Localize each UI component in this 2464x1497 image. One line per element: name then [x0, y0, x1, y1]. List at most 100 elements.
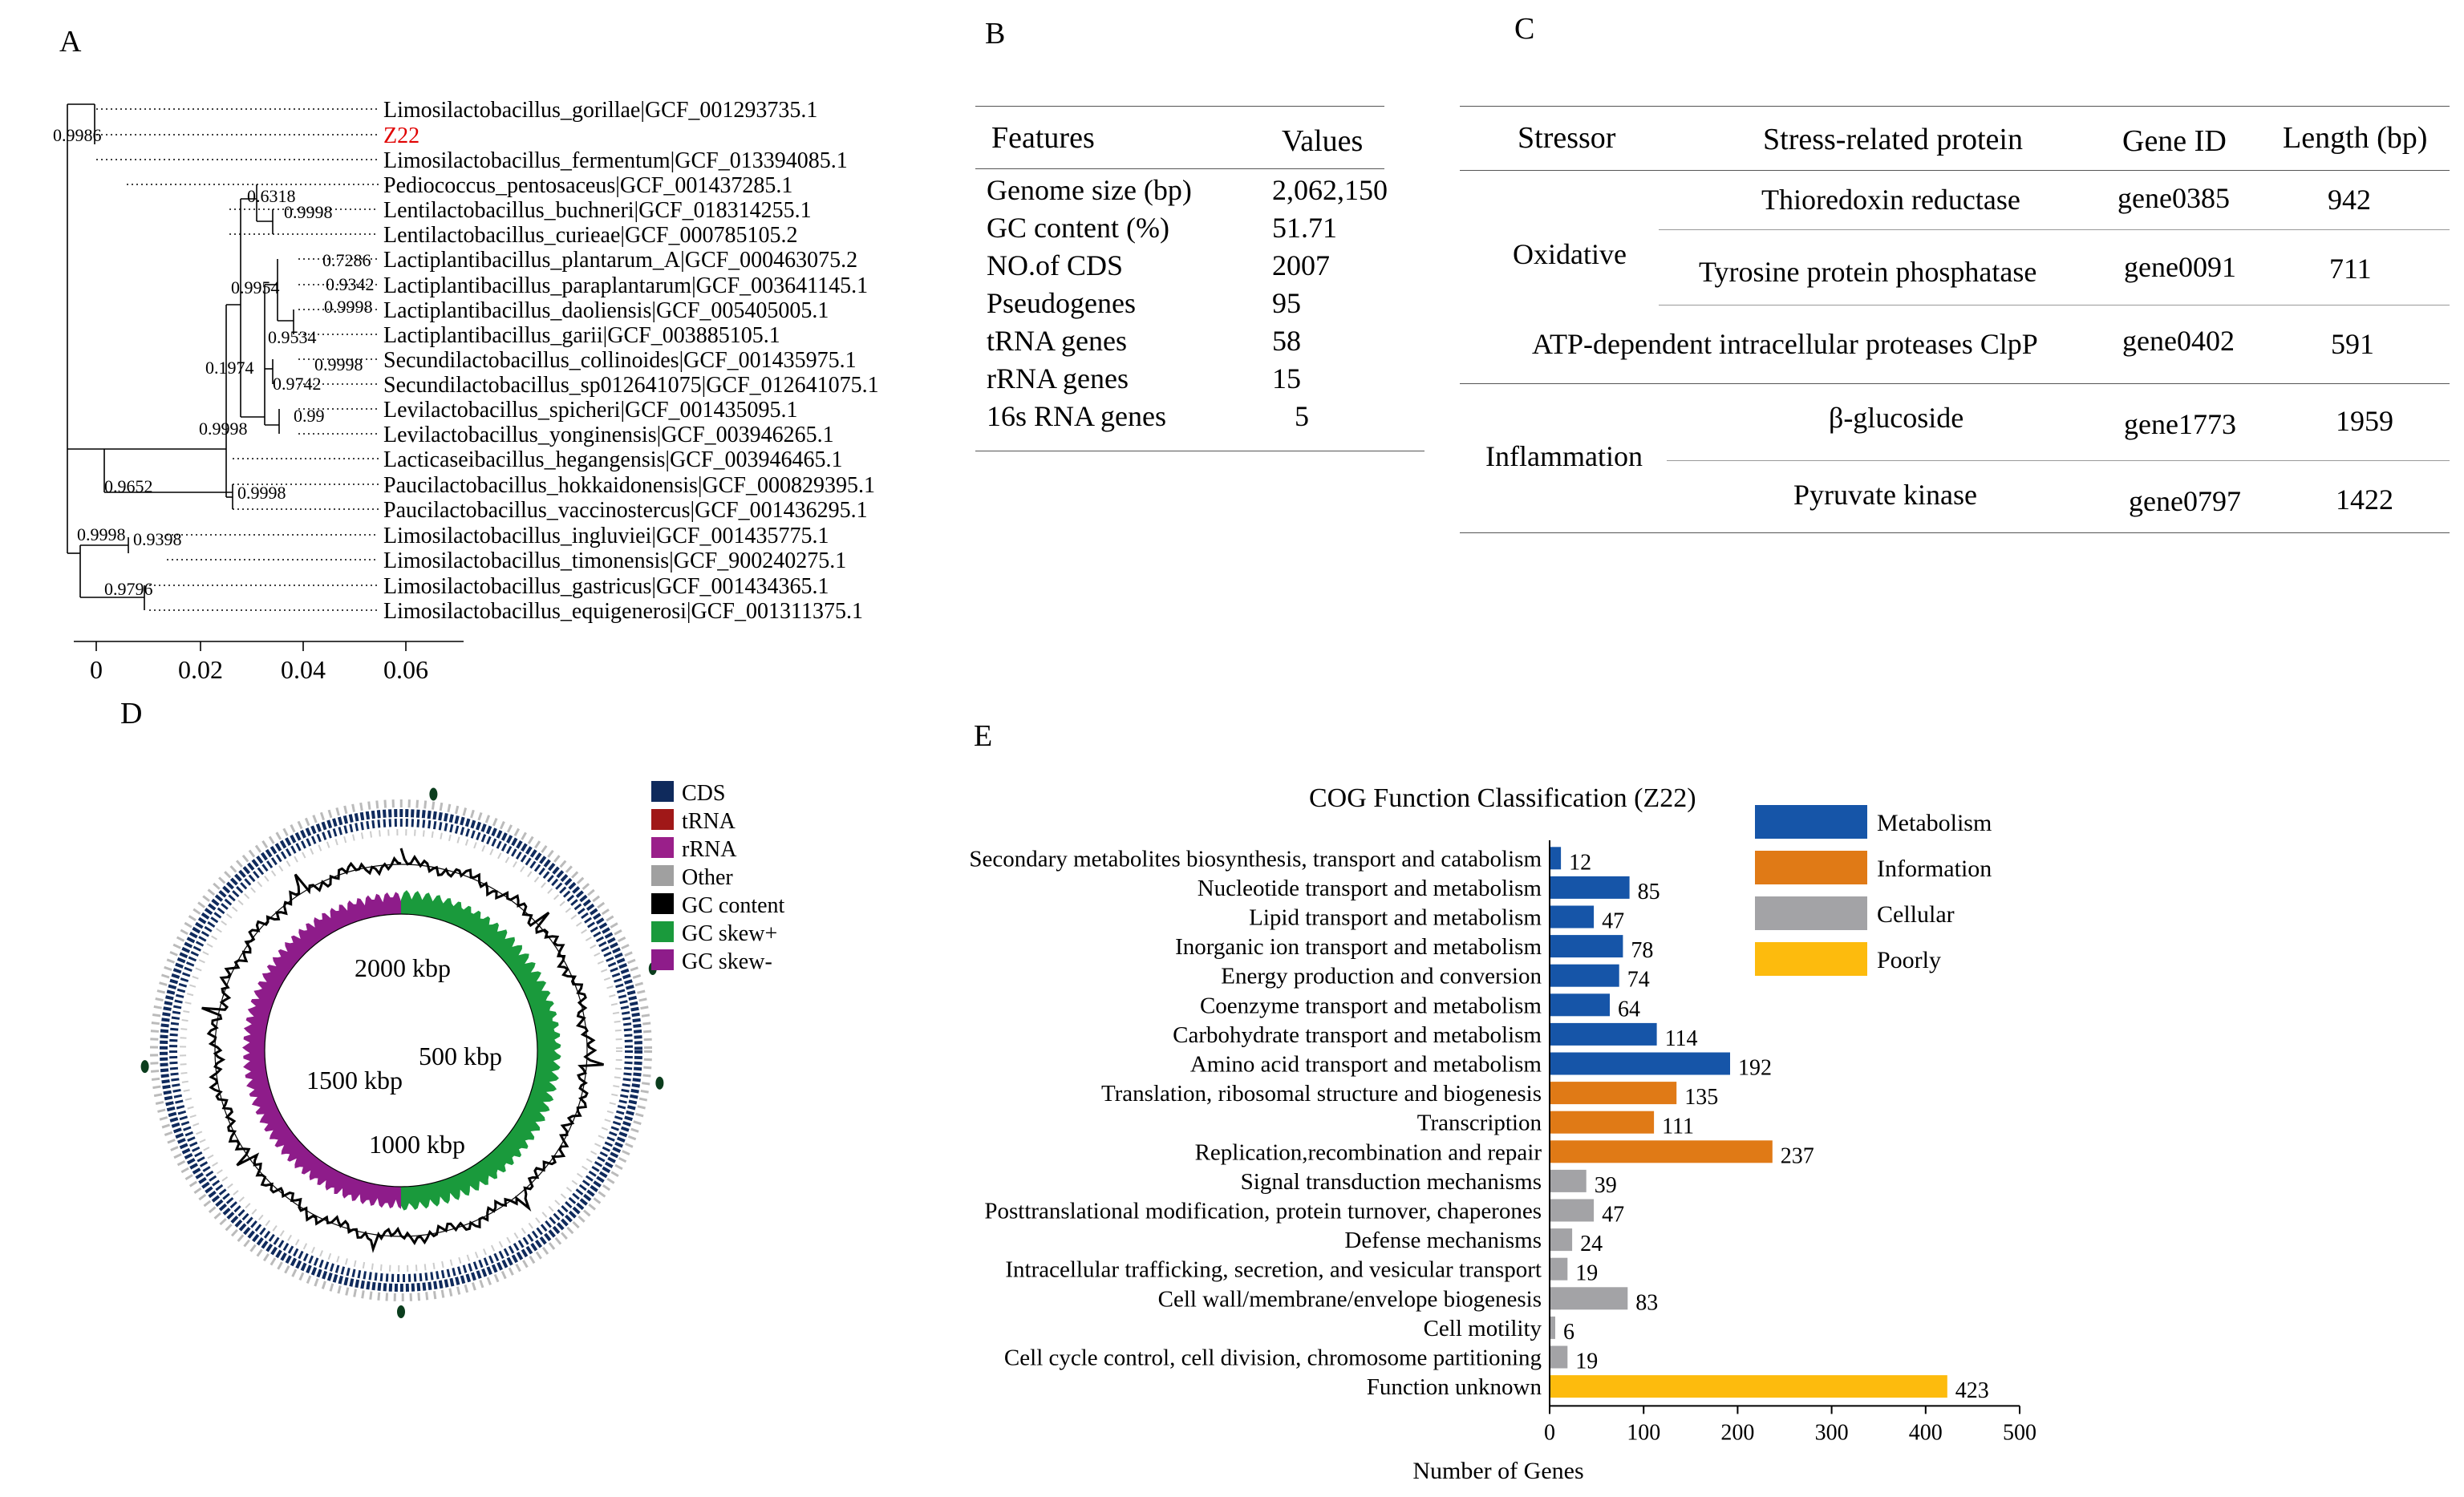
table-c-group-rule — [1460, 383, 2450, 384]
category-label: Intracellular trafficking, secretion, an… — [1005, 1257, 1542, 1283]
category-label: Coenzyme transport and metabolism — [1200, 993, 1542, 1018]
feature-cell: tRNA genes — [987, 325, 1127, 357]
length-cell: 1959 — [2336, 405, 2393, 437]
category-label: Amino acid transport and metabolism — [1190, 1052, 1542, 1078]
legend-label: GC skew+ — [682, 921, 778, 946]
bar — [1550, 964, 1619, 987]
category-label: Posttranslational modification, protein … — [984, 1199, 1542, 1224]
protein-cell: ATP-dependent intracellular proteases Cl… — [1532, 328, 2038, 360]
bar — [1550, 1082, 1677, 1105]
legend-swatch — [651, 949, 674, 970]
cds-ring-reverse — [169, 819, 633, 1282]
tree-support-value: 0.9998 — [77, 524, 126, 544]
bar — [1550, 1228, 1573, 1252]
legend-swatch — [651, 865, 674, 886]
category-label: Defense mechanisms — [1344, 1228, 1542, 1253]
legend-swatch — [651, 893, 674, 914]
panel-label-a: A — [59, 25, 82, 59]
table-c-header-protein: Stress-related protein — [1763, 123, 2023, 156]
bar-value-label: 39 — [1595, 1173, 1617, 1198]
x-tick-label: 500 — [2003, 1420, 2036, 1445]
length-cell: 942 — [2328, 184, 2371, 216]
table-row: 16s RNA genes 5 — [975, 399, 1408, 437]
table-c-header-rule — [1460, 170, 2450, 171]
table-row: tRNA genes 58 — [975, 324, 1408, 362]
category-label: Cell wall/membrane/envelope biogenesis — [1158, 1286, 1542, 1312]
tree-leaf-label: Lacticaseibacillus_hegangensis|GCF_00394… — [383, 447, 843, 472]
tree-leaf-label: Levilactobacillus_spicheri|GCF_001435095… — [383, 398, 798, 423]
tree-leaf-label: Limosilactobacillus_timonensis|GCF_90024… — [383, 548, 846, 573]
category-label: Cell motility — [1424, 1316, 1542, 1341]
tree-leaf-label: Lentilactobacillus_curieae|GCF_000785105… — [383, 223, 797, 248]
tree-support-value: 0.9652 — [104, 476, 153, 496]
x-tick-label: 100 — [1627, 1420, 1660, 1445]
bar-value-label: 135 — [1684, 1085, 1718, 1110]
position-label-1000: 1000 kbp — [369, 1130, 465, 1159]
rrna-marker — [655, 1076, 664, 1090]
bar — [1550, 1345, 1568, 1369]
legend-swatch — [651, 921, 674, 942]
category-label: Inorganic ion transport and metabolism — [1175, 934, 1542, 960]
scale-tick-label: 0.06 — [383, 655, 428, 684]
table-row: GC content (%) 51.71 — [975, 211, 1408, 249]
bar-value-label: 12 — [1569, 850, 1591, 875]
gc-content-track — [201, 848, 604, 1253]
tree-leaf-label: Lactiplantibacillus_garii|GCF_003885105.… — [383, 323, 780, 348]
legend-swatch — [1755, 942, 1867, 976]
tree-leaf-label: Limosilactobacillus_fermentum|GCF_013394… — [383, 148, 848, 173]
table-c-header-gene-id: Gene ID — [2122, 124, 2227, 158]
panel-label-b: B — [985, 17, 1006, 51]
table-c-header-length: Length (bp) — [2283, 121, 2428, 155]
table-b-header-values: Values — [1282, 124, 1364, 158]
protein-cell: β-glucoside — [1829, 402, 1964, 434]
chart-title: COG Function Classification (Z22) — [1309, 783, 1696, 813]
tree-leaf-label: Pediococcus_pentosaceus|GCF_001437285.1 — [383, 173, 792, 198]
bar — [1550, 1199, 1595, 1222]
tree-leaf-label: Lactiplantibacillus_daoliensis|GCF_00540… — [383, 298, 829, 323]
panel-label-e: E — [974, 719, 993, 753]
table-b-top-rule — [975, 106, 1384, 107]
tree-leaf-label: Lactiplantibacillus_paraplantarum|GCF_00… — [383, 273, 868, 298]
tree-support-value: 0.9998 — [237, 483, 286, 503]
tree-support-value: 0.9998 — [314, 354, 363, 374]
legend-label: Cellular — [1877, 901, 1955, 928]
value-cell: 15 — [1272, 362, 1301, 394]
table-c-bottom-rule — [1460, 532, 2450, 533]
table-row: Pseudogenes 95 — [975, 286, 1408, 324]
position-label-1500: 1500 kbp — [306, 1066, 403, 1094]
bar — [1550, 1316, 1555, 1339]
bar-value-label: 19 — [1575, 1349, 1598, 1374]
x-tick-label: 0 — [1544, 1420, 1555, 1445]
protein-cell: Pyruvate kinase — [1793, 479, 1977, 511]
tree-support-value: 0.9398 — [133, 529, 182, 549]
x-axis-label: Number of Genes — [1412, 1458, 1583, 1484]
rrna-marker — [397, 1305, 405, 1318]
value-cell: 58 — [1272, 325, 1301, 357]
table-row: Genome size (bp) 2,062,150 — [975, 173, 1408, 211]
scale-tick-label: 0.02 — [178, 655, 223, 684]
tree-leaf-label: Limosilactobacillus_ingluviei|GCF_001435… — [383, 524, 829, 548]
table-c-top-rule — [1460, 106, 2450, 107]
x-tick-label: 400 — [1909, 1420, 1943, 1445]
value-cell: 2,062,150 — [1272, 174, 1388, 206]
cog-legend: Metabolism Information Cellular Poorly — [1755, 805, 2044, 997]
category-label: Cell cycle control, cell division, chrom… — [1004, 1345, 1542, 1371]
legend-label: Other — [682, 865, 733, 890]
length-cell: 591 — [2331, 328, 2374, 360]
legend-swatch — [1755, 851, 1867, 884]
legend-label: rRNA — [682, 837, 737, 862]
tree-leaf-label: Limosilactobacillus_gorillae|GCF_0012937… — [383, 98, 817, 123]
tree-support-value: 0.9998 — [284, 202, 333, 222]
table-c-row-rule — [1667, 460, 2450, 461]
feature-ring-inner — [180, 829, 622, 1272]
gc-skew-positive — [401, 890, 561, 1211]
tree-leaf-label: Z22 — [383, 123, 419, 148]
gc-content-baseline — [214, 864, 588, 1237]
tree-leaf-label: Secundilactobacillus_collinoides|GCF_001… — [383, 348, 857, 373]
rrna-marker — [140, 1060, 149, 1074]
table-row: rRNA genes 15 — [975, 362, 1408, 399]
cog-bar-chart: COG Function Classification (Z22) Second… — [969, 783, 2036, 1484]
tree-leaf-label: Paucilactobacillus_vaccinostercus|GCF_00… — [383, 498, 868, 523]
category-label: Signal transduction mechanisms — [1241, 1169, 1542, 1195]
bar-value-label: 19 — [1575, 1261, 1598, 1286]
